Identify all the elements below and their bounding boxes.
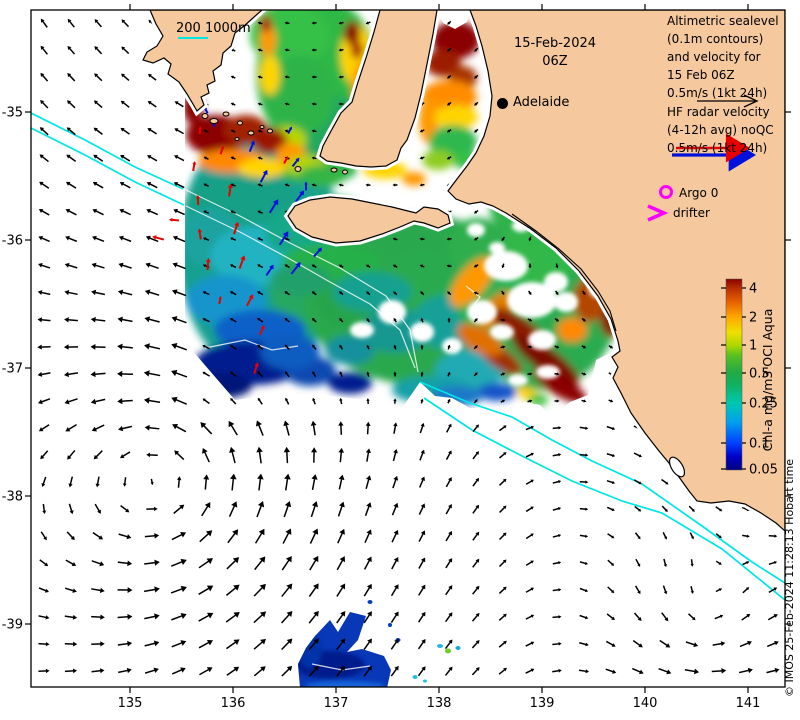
sealevel-contours — [31, 112, 785, 671]
x-axis-label: 138 — [427, 696, 452, 711]
drifter-legend-label: drifter — [673, 206, 710, 220]
legend-arrow-altimetric — [697, 94, 759, 108]
small-island — [330, 167, 338, 173]
small-island — [209, 118, 219, 124]
altimetric-legend-line: Altimetric sealevel — [667, 14, 779, 28]
x-axis-label: 139 — [530, 696, 555, 711]
small-island — [247, 130, 255, 136]
coorong-lagoon-line — [511, 213, 617, 332]
small-island — [234, 137, 240, 141]
small-island — [294, 166, 302, 172]
adelaide-city-dot — [497, 98, 508, 109]
x-axis-label: 135 — [118, 696, 143, 711]
y-axis-label: -38 — [2, 490, 23, 505]
axis-ticks: 135 136 137 138 139 140 141 -35 -36 -37 -38 -39 — [2, 4, 791, 711]
small-island — [267, 128, 273, 134]
depth-contour-sample-line — [178, 37, 208, 39]
colorbar-tick-label: 0.25 — [749, 397, 778, 412]
small-island — [201, 113, 209, 119]
map-layers — [31, 10, 785, 687]
colorbar-tick-label: 0.5 — [749, 367, 770, 382]
map-time: 06Z — [542, 54, 568, 69]
y-axis-label: -39 — [2, 618, 23, 633]
altimetric-legend: Altimetric sealevel (0.1m contours) and … — [667, 12, 779, 102]
legend-arrow-hf-radar — [672, 133, 756, 172]
small-island — [259, 125, 265, 129]
colorbar-title: Chl-a mg/m3 OCI Aqua — [760, 309, 775, 452]
small-island — [237, 120, 243, 126]
colorbar-tick-label: 2 — [749, 311, 757, 326]
y-axis-label: -37 — [2, 362, 23, 377]
coastline-land — [138, 10, 785, 536]
hf-radar-arrows-blue — [204, 106, 323, 276]
imos-credit-text: © IMOS 25-Feb-2024 11:28:13 Hobart time — [783, 458, 796, 697]
adelaide-city-label: Adelaide — [513, 95, 570, 110]
depth-scale-label: 200 1000m — [176, 21, 251, 36]
argo-float-marker — [659, 185, 673, 199]
altimetric-legend-line: (0.1m contours) — [667, 32, 764, 46]
x-axis-label: 141 — [736, 696, 761, 711]
colorbar-tick-label: 0.1 — [749, 437, 770, 452]
altimetric-legend-line: and velocity for — [667, 50, 761, 64]
hf-radar-legend-line: (4-12h avg) noQC — [667, 123, 774, 137]
map-frame — [30, 9, 786, 688]
y-axis-label: -35 — [2, 106, 23, 121]
altimetric-legend-line: 0.5m/s (1kt 24h) — [667, 86, 768, 100]
drifter-marker — [647, 204, 669, 222]
small-island — [222, 111, 230, 117]
argo-legend-label: Argo 0 — [679, 186, 719, 200]
hf-radar-legend: HF radar velocity (4-12h avg) noQC 0.5m/… — [667, 103, 774, 157]
x-axis-label: 140 — [633, 696, 658, 711]
hf-radar-legend-line: 0.5m/s (1kt 24h) — [667, 141, 768, 155]
x-axis-label: 137 — [324, 696, 349, 711]
small-island — [342, 169, 348, 175]
x-axis-label: 136 — [221, 696, 246, 711]
colorbar-tick-label: 4 — [749, 282, 757, 297]
hf-radar-arrows-red — [152, 126, 308, 375]
coastal-lagoon — [668, 456, 686, 478]
map-date: 15-Feb-2024 — [513, 36, 597, 51]
altimetric-legend-line: 15 Feb 06Z — [667, 68, 735, 82]
colorbar-tick-label: 1 — [749, 339, 757, 354]
chl-colorbar: 4 2 1 0.5 0.25 0.1 0.05 Chl-a mg/m3 OCI Aqua — [721, 278, 778, 478]
colorbar-tick-label: 0.05 — [749, 463, 778, 478]
hf-radar-legend-line: HF radar velocity — [667, 105, 770, 119]
y-axis-label: -36 — [2, 234, 23, 249]
